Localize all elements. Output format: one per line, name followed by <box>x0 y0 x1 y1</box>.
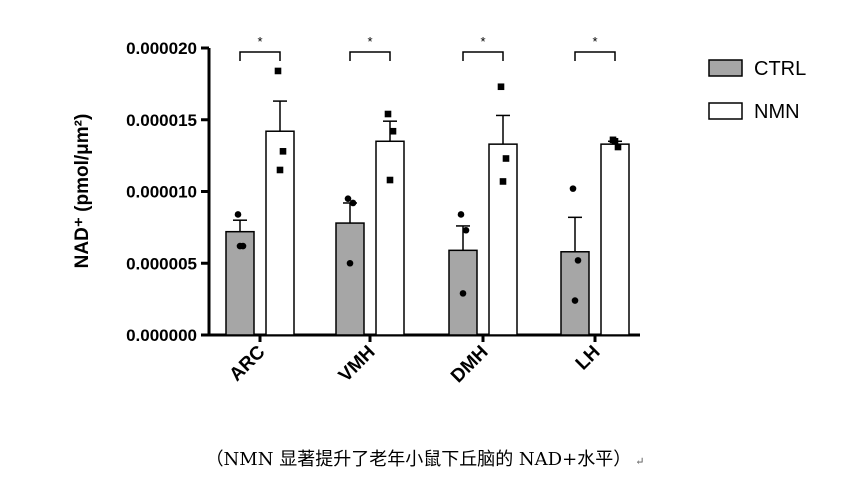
data-point-ctrl <box>344 195 352 202</box>
data-point-nmn <box>502 155 510 162</box>
legend-label-ctrl: CTRL <box>754 58 806 80</box>
bar-chart: 0.000000 0.000005 0.000010 0.000015 0.000020… <box>72 34 806 387</box>
significance-markers: * * * * <box>239 34 616 61</box>
y-tick-label: 0.000020 <box>126 39 197 58</box>
bar-ctrl-lh <box>560 251 590 336</box>
significance-star: * <box>480 34 485 49</box>
data-point-ctrl <box>457 211 465 218</box>
figure-caption: （NMN 显著提升了老年小鼠下丘脑的 NAD+水平） ↵ <box>0 445 850 471</box>
x-tick-label-vmh: VMH <box>335 342 380 387</box>
significance-star: * <box>592 34 597 49</box>
significance-bracket <box>239 51 281 61</box>
x-axis: ARC VMH DMH LH <box>207 333 640 387</box>
y-axis-title: NAD⁺ (pmol/μm²) <box>72 114 93 269</box>
data-point-nmn <box>614 143 622 151</box>
data-point-nmn <box>384 110 392 118</box>
significance-bracket <box>349 51 391 61</box>
y-tick-label: 0.000015 <box>126 111 197 130</box>
bars <box>225 100 630 336</box>
bar-nmn-vmh <box>375 140 405 336</box>
data-point-nmn <box>274 67 282 75</box>
y-tick-label: 0.000005 <box>126 254 197 273</box>
significance-star: * <box>367 34 372 49</box>
data-point-nmn <box>499 178 507 185</box>
data-point-ctrl <box>569 185 577 192</box>
x-tick-label-arc: ARC <box>226 341 270 385</box>
data-points <box>234 67 622 304</box>
legend: CTRL NMN <box>708 58 806 123</box>
y-axis: 0.000000 0.000005 0.000010 0.000015 0.000020 <box>126 39 211 345</box>
significance-bracket <box>574 51 616 61</box>
data-point-nmn <box>497 83 505 91</box>
significance-bracket <box>462 51 504 61</box>
data-point-ctrl <box>346 259 354 267</box>
data-point-nmn <box>389 127 397 135</box>
data-point-ctrl <box>349 199 357 207</box>
legend-swatch-nmn <box>708 102 743 120</box>
significance-star: * <box>257 34 262 49</box>
data-point-nmn <box>611 137 619 145</box>
x-tick-label-lh: LH <box>572 342 605 375</box>
data-point-ctrl <box>462 226 470 234</box>
data-point-nmn <box>279 148 287 155</box>
data-point-nmn <box>386 176 394 184</box>
x-tick-label-dmh: DMH <box>447 342 492 387</box>
bar-nmn-lh <box>600 143 630 336</box>
data-point-ctrl <box>234 211 242 218</box>
data-point-ctrl <box>571 297 579 304</box>
legend-label-nmn: NMN <box>754 101 800 123</box>
data-point-ctrl <box>236 242 244 250</box>
data-point-ctrl <box>459 290 467 297</box>
data-point-nmn <box>276 166 284 174</box>
bar-nmn-dmh <box>488 143 518 336</box>
legend-swatch-ctrl <box>708 59 743 77</box>
caption-text: （NMN 显著提升了老年小鼠下丘脑的 NAD+水平） <box>205 449 632 470</box>
bar-nmn-arc <box>265 130 295 336</box>
y-tick-label: 0.000010 <box>126 183 197 202</box>
y-tick-label: 0.000000 <box>126 326 197 345</box>
bar-ctrl-vmh <box>335 222 365 336</box>
data-point-ctrl <box>574 257 582 264</box>
paragraph-mark-icon: ↵ <box>635 455 645 468</box>
